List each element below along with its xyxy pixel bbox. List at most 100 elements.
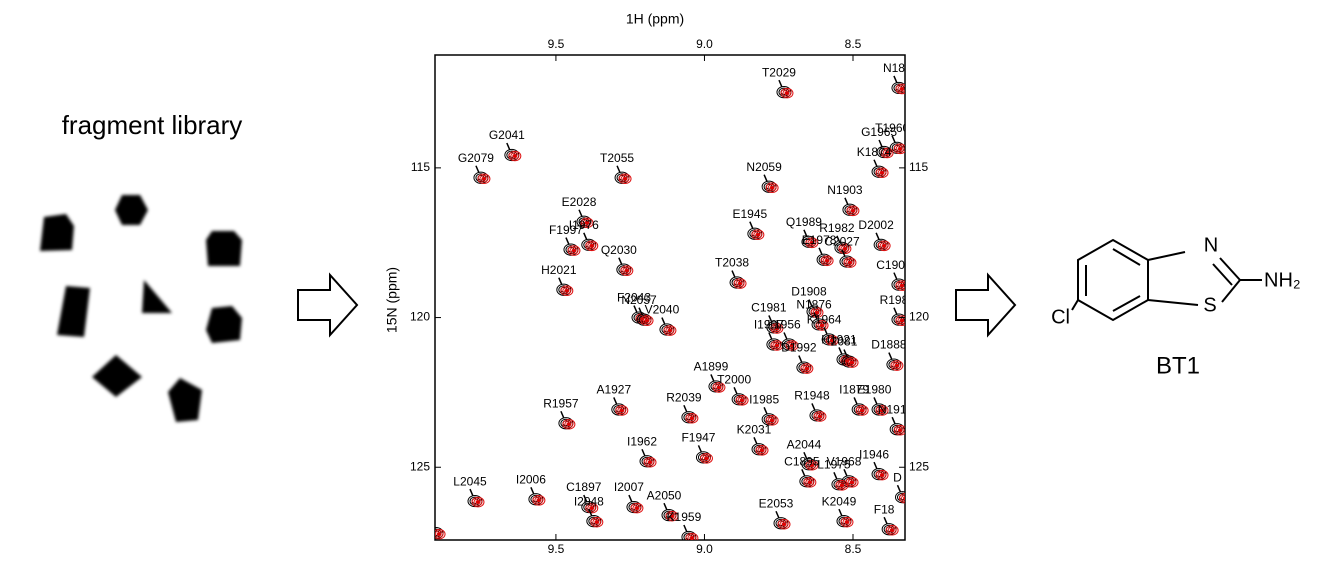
peak [876, 145, 894, 159]
peak-contour-bound [667, 328, 673, 333]
peak-contour-bound [435, 530, 444, 538]
peak-contour-bound [508, 150, 522, 162]
peak-contour-bound [895, 280, 905, 291]
peak-label: D2002 [858, 218, 894, 232]
leader-line [578, 209, 583, 218]
peak-contour-bound [634, 505, 640, 511]
peak-label: F18 [874, 502, 895, 516]
peak [871, 165, 889, 179]
leader-line [731, 270, 736, 278]
peak-contour-bound [475, 499, 481, 505]
peak-contour-bound [805, 478, 815, 487]
peak-contour-bound [735, 279, 745, 288]
peak-contour-bound [767, 416, 777, 425]
peak-label: I1976 [569, 218, 599, 232]
leader-line [801, 469, 806, 477]
peak-contour-bound [481, 176, 487, 181]
peak-label: E1980 [857, 383, 892, 397]
peak-contour-bound [807, 239, 817, 247]
peak-label: T2029 [762, 65, 796, 79]
peak-contour-bound [897, 281, 905, 290]
peak-contour-bound [814, 310, 820, 315]
peak [773, 517, 791, 530]
leader-line [808, 299, 813, 307]
peak [558, 417, 576, 430]
leader-line [843, 469, 848, 477]
peak [761, 413, 779, 426]
peak-contour-bound [899, 283, 905, 288]
peak-contour-bound [877, 169, 887, 177]
peak-contour-bound [895, 426, 905, 434]
peak-label: N2059 [746, 160, 782, 174]
peak-contour-bound [815, 412, 825, 421]
leader-line [618, 257, 623, 265]
atom-label: Cl [1051, 306, 1070, 328]
leader-line [763, 407, 768, 415]
leader-line [530, 486, 535, 495]
peak [611, 403, 629, 416]
leader-line [683, 524, 688, 533]
peak-contour-bound [534, 496, 544, 504]
peak [895, 491, 905, 504]
peak-contour-bound [566, 422, 572, 427]
molecule-structure [1071, 238, 1262, 322]
peak [766, 321, 784, 334]
peak-contour-bound [665, 326, 675, 335]
peak-contour-bound [827, 336, 837, 345]
peak-label: Q1989 [786, 215, 822, 229]
peak-label: R1982 [819, 221, 855, 235]
peak [729, 276, 747, 289]
peak-contour-bound [642, 316, 652, 325]
peak-contour-bound [774, 343, 780, 348]
leader-line [841, 249, 846, 257]
peak-label: N18 [883, 61, 905, 75]
leader-line [749, 221, 754, 230]
peak-contour-bound [587, 242, 597, 250]
peak-label: E1978 [802, 233, 837, 247]
peak-contour-bound [619, 408, 625, 413]
peak [891, 313, 905, 326]
peak-contour-bound [787, 341, 797, 350]
peak-contour-bound [789, 343, 795, 348]
peak [695, 451, 713, 464]
peak-contour-bound [817, 414, 823, 419]
leader-line [803, 451, 808, 460]
peak [581, 238, 599, 252]
leader-line [768, 332, 773, 340]
peak-contour-bound [844, 520, 850, 525]
peak [873, 238, 891, 252]
leader-line [431, 521, 434, 528]
peak-contour-bound [712, 382, 726, 393]
peak-contour-bound [820, 255, 834, 267]
peak-contour-bound [667, 512, 677, 520]
peak-contour-bound [772, 341, 782, 350]
leader-line [558, 277, 563, 286]
peak-contour-bound [895, 315, 905, 326]
peak-contour-bound [807, 480, 813, 485]
peak-label: R198 [880, 293, 909, 307]
peak-contour-bound [887, 526, 897, 534]
leader-line [641, 448, 646, 457]
peak-contour-bound [643, 456, 657, 468]
peak [841, 355, 859, 368]
leader-line [838, 508, 843, 517]
peak-contour-bound [765, 182, 779, 194]
peak-contour-bound [567, 245, 581, 256]
peak [889, 141, 905, 155]
peak-contour-bound [630, 502, 644, 514]
peak-contour-bound [802, 364, 812, 373]
peak-contour-bound [620, 175, 630, 183]
peak-label: V1968 [827, 454, 862, 468]
atom-label: NH₂ [1264, 269, 1301, 291]
peak-label: E1945 [733, 207, 768, 221]
peak [563, 243, 581, 256]
peak-contour-bound [824, 258, 830, 263]
leader-line [633, 305, 638, 313]
peak-contour-bound [897, 428, 903, 433]
peak [661, 509, 679, 522]
peak-contour-bound [889, 528, 895, 533]
peak [586, 515, 604, 528]
peak-contour-bound [875, 405, 889, 416]
peak-contour-bound [716, 385, 722, 390]
leader-line [888, 352, 893, 360]
